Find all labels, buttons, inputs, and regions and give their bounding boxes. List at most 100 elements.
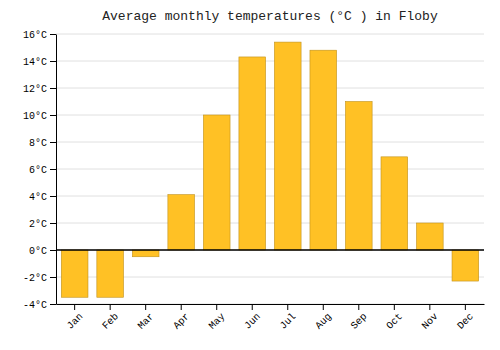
y-tick: 16°C bbox=[23, 30, 56, 41]
grid bbox=[56, 34, 484, 304]
bar bbox=[61, 250, 88, 297]
x-tick-mark bbox=[358, 304, 359, 310]
chart-container: -4°C -2°C 0°C 2°C 4°C 6°C 8°C 10°C 12°C 14°C 16°C J… bbox=[0, 0, 500, 350]
x-tick: Sep bbox=[349, 304, 370, 332]
grid-line bbox=[56, 196, 484, 197]
zero-line bbox=[56, 249, 484, 251]
grid-line bbox=[56, 142, 484, 143]
bar bbox=[381, 157, 408, 250]
x-tick: Dec bbox=[455, 304, 476, 332]
y-tick-mark bbox=[50, 61, 56, 62]
y-tick: 4°C bbox=[29, 192, 56, 203]
bars bbox=[61, 42, 478, 297]
bar bbox=[417, 223, 444, 250]
x-tick-mark bbox=[465, 304, 466, 310]
x-tick-label: Oct bbox=[384, 311, 405, 332]
y-tick: -2°C bbox=[23, 273, 56, 284]
x-tick-mark bbox=[74, 304, 75, 310]
x-tick-label: Jan bbox=[65, 311, 86, 332]
x-tick: Apr bbox=[171, 304, 192, 332]
bar bbox=[274, 42, 301, 250]
y-tick: 6°C bbox=[29, 165, 56, 176]
y-tick-mark bbox=[50, 304, 56, 305]
x-tick-mark bbox=[216, 304, 217, 310]
x-axis-line bbox=[57, 304, 485, 305]
y-axis-line bbox=[56, 35, 57, 305]
x-tick-mark bbox=[181, 304, 182, 310]
x-tick: Aug bbox=[313, 304, 334, 332]
y-tick-mark bbox=[50, 88, 56, 89]
x-tick: Mar bbox=[136, 304, 157, 332]
x-tick: Nov bbox=[420, 304, 441, 332]
y-tick: 10°C bbox=[23, 111, 56, 122]
x-tick-mark bbox=[323, 304, 324, 310]
y-tick-mark bbox=[50, 115, 56, 116]
x-tick: Feb bbox=[100, 304, 121, 332]
bar bbox=[97, 250, 124, 297]
y-tick-label: 14°C bbox=[23, 57, 47, 68]
y-tick-label: 6°C bbox=[29, 165, 47, 176]
x-tick-mark bbox=[394, 304, 395, 310]
y-tick-mark bbox=[50, 142, 56, 143]
grid-line bbox=[56, 88, 484, 89]
y-tick: 0°C bbox=[29, 246, 56, 257]
title: Average monthly temperatures (°C ) in Fl… bbox=[102, 9, 438, 24]
bar bbox=[203, 115, 230, 250]
y-tick-label: 16°C bbox=[23, 30, 47, 41]
y-tick-label: 8°C bbox=[29, 138, 47, 149]
y-tick-label: 12°C bbox=[23, 84, 47, 95]
y-tick-mark bbox=[50, 223, 56, 224]
x-tick-mark bbox=[252, 304, 253, 310]
y-tick-mark bbox=[50, 169, 56, 170]
x-tick-mark bbox=[145, 304, 146, 310]
x-tick-label: Mar bbox=[136, 311, 157, 332]
x-tick-mark bbox=[110, 304, 111, 310]
bar bbox=[168, 195, 195, 250]
y-tick-label: -2°C bbox=[23, 273, 47, 284]
x-axis: Jan Feb Mar Apr May Jun Jul Aug Sep Oct Nov Dec bbox=[57, 304, 485, 332]
x-tick-label: Jul bbox=[278, 311, 299, 332]
bar bbox=[239, 57, 266, 250]
x-tick-mark bbox=[287, 304, 288, 310]
x-tick-label: Dec bbox=[455, 311, 476, 332]
y-tick: 14°C bbox=[23, 57, 56, 68]
bar bbox=[132, 250, 159, 257]
chart: -4°C -2°C 0°C 2°C 4°C 6°C 8°C 10°C 12°C 14°C 16°C J… bbox=[0, 0, 500, 350]
y-tick: -4°C bbox=[23, 300, 56, 311]
y-tick-mark bbox=[50, 250, 56, 251]
y-tick-mark bbox=[50, 196, 56, 197]
grid-line bbox=[56, 34, 484, 35]
x-tick-label: Sep bbox=[349, 311, 370, 332]
y-tick: 8°C bbox=[29, 138, 56, 149]
x-tick: Jan bbox=[65, 304, 86, 332]
plot: -4°C -2°C 0°C 2°C 4°C 6°C 8°C 10°C 12°C 14°C 16°C J… bbox=[23, 30, 485, 332]
grid-line bbox=[56, 61, 484, 62]
x-tick-mark bbox=[429, 304, 430, 310]
y-tick-mark bbox=[50, 277, 56, 278]
x-tick-label: Nov bbox=[420, 311, 441, 332]
y-tick: 2°C bbox=[29, 219, 56, 230]
x-tick: May bbox=[207, 304, 228, 332]
x-tick-label: Aug bbox=[313, 311, 334, 332]
y-tick-label: 10°C bbox=[23, 111, 47, 122]
x-tick: Jun bbox=[242, 304, 263, 332]
grid-line bbox=[56, 169, 484, 170]
x-tick-label: May bbox=[207, 311, 228, 332]
y-tick-label: 4°C bbox=[29, 192, 47, 203]
x-tick-label: Feb bbox=[100, 311, 121, 332]
grid-line bbox=[56, 115, 484, 116]
x-tick: Jul bbox=[278, 304, 299, 332]
y-tick-label: 2°C bbox=[29, 219, 47, 230]
y-tick-mark bbox=[50, 34, 56, 35]
bar bbox=[345, 102, 372, 251]
y-tick-label: -4°C bbox=[23, 300, 47, 311]
y-tick: 12°C bbox=[23, 84, 56, 95]
bar bbox=[452, 250, 479, 281]
x-tick-label: Apr bbox=[171, 311, 192, 332]
y-tick-label: 0°C bbox=[29, 246, 47, 257]
y-axis: -4°C -2°C 0°C 2°C 4°C 6°C 8°C 10°C 12°C 14°C 16°C bbox=[23, 30, 57, 311]
x-tick-label: Jun bbox=[242, 311, 263, 332]
x-tick: Oct bbox=[384, 304, 405, 332]
grid-line bbox=[56, 304, 484, 305]
bar bbox=[310, 50, 337, 250]
